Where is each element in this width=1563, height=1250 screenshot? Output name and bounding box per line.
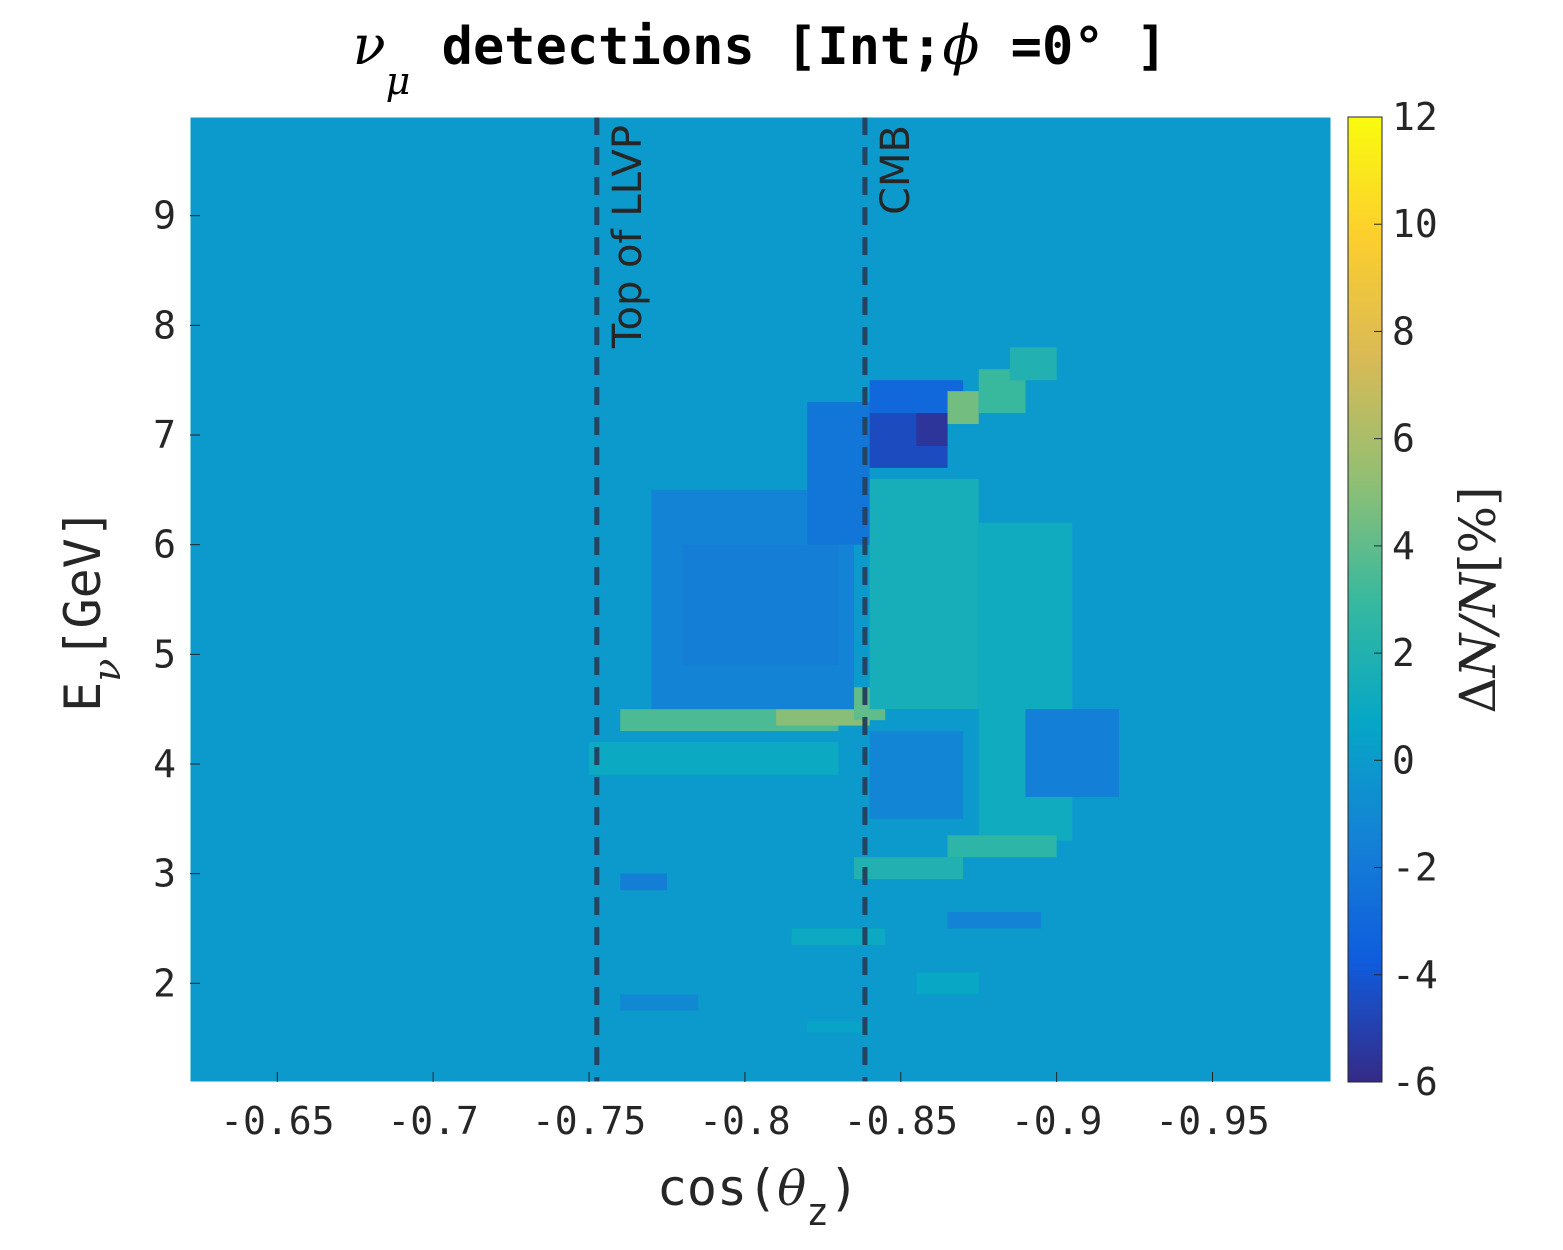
heatmap-cell <box>620 994 699 1011</box>
y-tick-label: 2 <box>153 961 176 1005</box>
colorbar-tick-label: -2 <box>1392 846 1438 890</box>
vertical-line-label: CMB <box>873 125 919 215</box>
colorbar <box>1347 116 1383 1083</box>
heatmap-cell <box>854 857 964 880</box>
heatmap-cell <box>807 402 870 545</box>
colorbar-tick-label: 4 <box>1392 524 1415 568</box>
x-tick-label: -0.8 <box>699 1099 791 1143</box>
colorbar-ticks: -6 -4 -2 0 2 4 6 8 10 12 <box>1374 95 1438 1104</box>
plot-frame <box>189 116 1332 1083</box>
chart-title: νμ detections [Int;ϕ =0° ] <box>353 14 1167 103</box>
heatmap-cell <box>869 478 979 710</box>
x-tick-label: -0.65 <box>220 1099 334 1143</box>
vertical-line-label: Top of LLVP <box>605 125 651 349</box>
plot-area: Top of LLVP CMB <box>190 117 1331 1082</box>
colorbar-label: ΔN/N[%] <box>1449 487 1507 714</box>
colorbar-tick-label: 10 <box>1392 202 1438 246</box>
colorbar-tick-label: 0 <box>1392 738 1415 782</box>
heatmap-cell <box>776 709 870 726</box>
heatmap-cell <box>869 731 964 819</box>
colorbar-tick-label: -4 <box>1392 953 1438 997</box>
heatmap-cell <box>947 391 979 425</box>
x-axis-label: cos(θz) <box>657 1159 859 1234</box>
colorbar-tick-label: 8 <box>1392 309 1415 353</box>
colorbar-tick-label: 12 <box>1392 95 1438 139</box>
y-tick-label: 6 <box>153 523 176 567</box>
x-tick-label: -0.9 <box>1011 1099 1103 1143</box>
colorbar-tick-label: 6 <box>1392 417 1415 461</box>
x-tick-label: -0.95 <box>1155 1099 1269 1143</box>
heatmap-cell <box>791 928 886 945</box>
heatmap-cell <box>1025 709 1120 797</box>
y-tick-label: 9 <box>153 194 176 238</box>
y-tick-label: 8 <box>153 303 176 347</box>
heatmap-cell <box>682 544 839 666</box>
heatmap-cell <box>916 972 979 995</box>
heatmap-cells <box>589 347 1120 1033</box>
y-axis-label: Eν[GeV] <box>54 508 129 712</box>
colorbar-tick-label: -6 <box>1392 1060 1438 1104</box>
x-tick-label: -0.75 <box>532 1099 646 1143</box>
y-tick-label: 5 <box>153 632 176 676</box>
heatmap-cell <box>916 413 948 446</box>
vertical-lines: Top of LLVP CMB <box>594 117 919 1082</box>
x-tick-label: -0.85 <box>844 1099 958 1143</box>
heatmap-cell <box>589 742 839 775</box>
y-tick-label: 7 <box>153 413 176 457</box>
heatmap-cell <box>807 1021 870 1033</box>
x-axis-ticks: -0.65 -0.7 -0.75 -0.8 -0.85 -0.9 -0.95 <box>220 1072 1270 1143</box>
colorbar-tick-label: 2 <box>1392 631 1415 675</box>
x-tick-label: -0.7 <box>387 1099 479 1143</box>
heatmap-cell <box>620 873 667 891</box>
y-axis-ticks: 2 3 4 5 6 7 8 9 <box>153 194 200 1005</box>
y-tick-label: 4 <box>153 742 176 786</box>
heatmap-cell <box>1009 347 1057 381</box>
heatmap-cell <box>947 835 1057 858</box>
y-tick-label: 3 <box>153 852 176 896</box>
heatmap-cell <box>947 912 1042 929</box>
